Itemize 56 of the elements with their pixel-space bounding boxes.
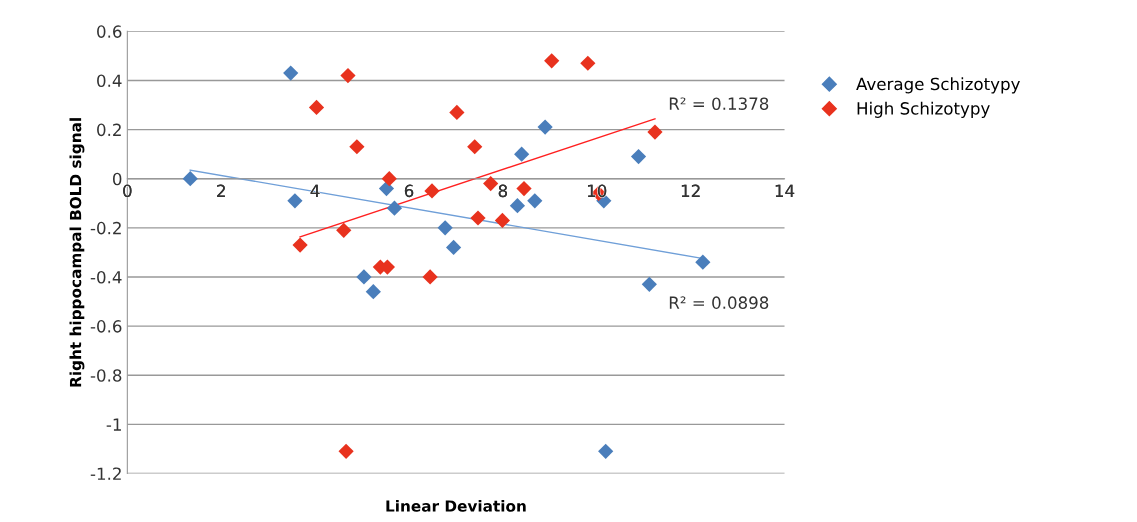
y-tick-label: -0.4 <box>90 270 122 284</box>
point <box>449 104 465 120</box>
point <box>527 193 543 209</box>
point <box>467 139 483 155</box>
y-tick-label: -1 <box>106 418 121 431</box>
x-axis-title: Linear Deviation <box>386 499 526 512</box>
point <box>338 443 354 459</box>
point <box>308 99 325 116</box>
point <box>340 67 356 84</box>
x-tick-label: 14 <box>775 184 795 197</box>
point <box>647 124 663 140</box>
point <box>336 222 352 238</box>
point <box>598 443 614 459</box>
point <box>381 171 397 187</box>
annotation: R² = 0.0898 <box>669 296 769 309</box>
point <box>483 176 499 192</box>
y-tick-label: -1.2 <box>90 467 121 480</box>
point <box>356 269 372 285</box>
point <box>494 212 511 229</box>
y-tick-label: 0.4 <box>97 74 122 88</box>
point <box>509 198 526 214</box>
x-tick-label: 0 <box>123 184 132 198</box>
point <box>283 65 299 81</box>
point <box>445 239 462 256</box>
x-tick-label: 2 <box>217 184 225 197</box>
point <box>630 148 647 165</box>
point <box>537 119 553 135</box>
point <box>386 200 403 216</box>
point <box>516 180 532 197</box>
y-tick-label: 0.6 <box>97 25 122 38</box>
y-tick-label: -0.6 <box>90 320 122 333</box>
x-tick-label: 8 <box>498 184 508 198</box>
point <box>514 146 530 162</box>
point <box>470 210 486 226</box>
x-tick-label: 12 <box>681 184 700 197</box>
point <box>641 276 657 292</box>
y-axis-title: Right hippocampal BOLD signal <box>69 118 85 387</box>
annotation: R² = 0.1378 <box>669 97 769 110</box>
legend-label: High Schizotypy <box>857 101 990 118</box>
y-tick-label: 0.2 <box>97 123 121 137</box>
legend-label: Average Schizotypy <box>856 77 1020 94</box>
x-tick-label: 6 <box>404 184 414 198</box>
point <box>437 220 453 236</box>
y-tick-label: -0.2 <box>90 221 121 235</box>
point <box>422 269 438 285</box>
y-tick-label: -0.8 <box>90 369 122 382</box>
point <box>695 254 711 270</box>
y-tick-label: 0 <box>112 172 122 186</box>
point <box>287 193 303 209</box>
point <box>349 139 365 155</box>
point <box>580 55 596 71</box>
point <box>292 237 308 253</box>
point <box>182 171 198 187</box>
point <box>365 284 381 300</box>
point <box>424 183 440 199</box>
point <box>544 53 560 69</box>
